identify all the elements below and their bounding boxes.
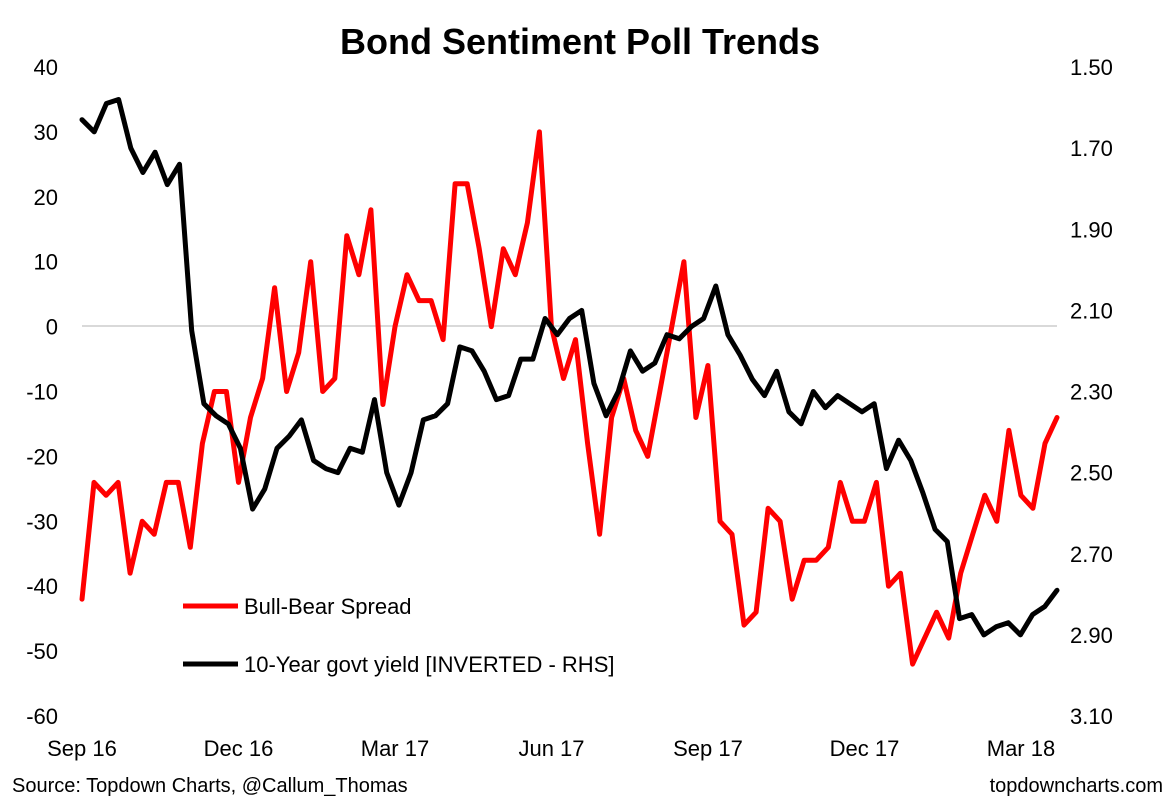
- right-tick-label: 2.90: [1070, 623, 1113, 648]
- right-tick-label: 3.10: [1070, 704, 1113, 729]
- x-tick-label: Mar 18: [987, 736, 1055, 761]
- left-tick-label: -10: [26, 380, 58, 405]
- x-tick-label: Jun 17: [518, 736, 584, 761]
- right-tick-label: 1.90: [1070, 217, 1113, 242]
- series-line-bull-bear-spread: [79, 129, 1060, 667]
- right-tick-label: 1.70: [1070, 136, 1113, 161]
- legend: Bull-Bear Spread 10-Year govt yield [INV…: [183, 594, 614, 677]
- right-tick-label: 2.30: [1070, 380, 1113, 405]
- right-tick-label: 2.50: [1070, 461, 1113, 486]
- left-tick-label: 40: [34, 55, 58, 80]
- left-tick-label: -40: [26, 574, 58, 599]
- left-tick-label: 20: [34, 185, 58, 210]
- website-note: topdowncharts.com: [990, 775, 1163, 797]
- left-tick-label: -20: [26, 444, 58, 469]
- x-tick-label: Dec 17: [830, 736, 900, 761]
- x-tick-label: Sep 16: [47, 736, 117, 761]
- left-tick-label: -30: [26, 509, 58, 534]
- x-tick-label: Dec 16: [204, 736, 274, 761]
- left-tick-label: -60: [26, 704, 58, 729]
- x-axis-ticks: Sep 16 Dec 16 Mar 17 Jun 17 Sep 17 Dec 17 Mar …: [47, 736, 1055, 761]
- right-tick-label: 2.10: [1070, 298, 1113, 323]
- legend-label-10-year-govt-yield: 10-Year govt yield [INVERTED - RHS]: [244, 652, 614, 677]
- chart-title: Bond Sentiment Poll Trends: [340, 21, 820, 62]
- source-note: Source: Topdown Charts, @Callum_Thomas: [12, 775, 408, 797]
- series-line-10-year-govt-yield: [79, 97, 1060, 638]
- right-tick-label: 1.50: [1070, 55, 1113, 80]
- left-tick-label: 10: [34, 250, 58, 275]
- left-tick-label: 0: [46, 315, 58, 340]
- x-tick-label: Mar 17: [361, 736, 429, 761]
- right-axis-ticks: 1.50 1.70 1.90 2.10 2.30 2.50 2.70 2.90 3.10: [1070, 55, 1113, 729]
- left-tick-label: -50: [26, 639, 58, 664]
- left-axis-ticks: 40 30 20 10 0 -10 -20 -30 -40 -50 -60: [26, 55, 58, 729]
- left-tick-label: 30: [34, 120, 58, 145]
- legend-label-bull-bear-spread: Bull-Bear Spread: [244, 594, 412, 619]
- right-tick-label: 2.70: [1070, 542, 1113, 567]
- x-tick-label: Sep 17: [673, 736, 743, 761]
